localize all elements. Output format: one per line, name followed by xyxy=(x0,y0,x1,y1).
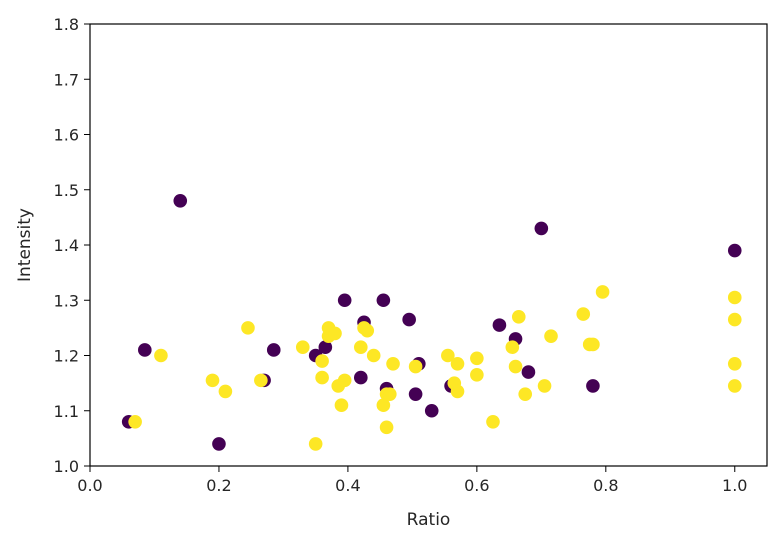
yellow-data-point xyxy=(254,373,268,388)
yellow-data-point xyxy=(241,321,255,335)
purple-data-point xyxy=(424,403,439,418)
yellow-data-point xyxy=(727,379,742,393)
yellow-data-point xyxy=(386,356,400,371)
x-axis-label: Ratio xyxy=(407,510,451,530)
y-tick-label: 1.0 xyxy=(54,457,79,476)
yellow-data-point xyxy=(470,368,484,382)
purple-data-point xyxy=(266,343,281,357)
purple-data-point xyxy=(534,221,549,236)
y-tick-label: 1.8 xyxy=(54,15,79,34)
yellow-data-point xyxy=(128,415,142,429)
purple-data-point xyxy=(402,312,416,327)
yellow-data-point xyxy=(205,373,220,388)
yellow-data-point xyxy=(354,340,368,355)
y-axis-ticks: 1.0 1.1 1.2 1.3 1.4 1.5 1.6 1.7 1.8 xyxy=(54,15,90,476)
x-tick-label: 1.0 xyxy=(722,476,747,495)
yellow-data-point xyxy=(315,370,329,385)
x-tick-label: 0.0 xyxy=(77,476,102,495)
yellow-data-point xyxy=(450,356,465,371)
y-tick-label: 1.3 xyxy=(54,291,79,310)
purple-data-point xyxy=(318,340,333,355)
yellow-data-point xyxy=(576,307,591,321)
purple-data-point xyxy=(212,437,226,451)
yellow-data-point xyxy=(315,354,329,368)
yellow-data-point xyxy=(544,329,558,343)
data-points xyxy=(121,194,742,451)
y-axis-label: Intensity xyxy=(15,208,35,282)
purple-data-point xyxy=(727,243,742,258)
purple-data-point xyxy=(173,194,188,208)
yellow-data-point xyxy=(408,359,423,374)
yellow-data-point xyxy=(379,420,394,435)
yellow-data-point xyxy=(586,337,600,352)
yellow-data-point xyxy=(376,398,391,413)
x-tick-label: 0.4 xyxy=(335,476,360,495)
yellow-data-point xyxy=(727,290,742,305)
yellow-data-point xyxy=(308,437,323,451)
yellow-data-point xyxy=(537,379,552,393)
yellow-data-point xyxy=(334,398,349,413)
yellow-data-point xyxy=(486,415,500,429)
y-tick-label: 1.6 xyxy=(54,126,79,145)
purple-data-point xyxy=(337,293,352,308)
x-tick-label: 0.8 xyxy=(593,476,618,495)
y-tick-label: 1.4 xyxy=(54,236,79,255)
yellow-data-point xyxy=(360,323,375,338)
y-tick-label: 1.5 xyxy=(54,181,79,200)
purple-data-point xyxy=(138,343,152,357)
x-tick-label: 0.2 xyxy=(206,476,231,495)
purple-data-point xyxy=(354,370,368,385)
purple-data-point xyxy=(408,387,423,401)
yellow-data-point xyxy=(154,348,168,363)
yellow-data-point xyxy=(505,340,520,355)
plot-frame xyxy=(89,23,768,467)
yellow-data-point xyxy=(508,359,523,374)
y-tick-label: 1.7 xyxy=(54,70,79,89)
purple-data-point xyxy=(586,379,600,393)
y-tick-label: 1.1 xyxy=(54,402,79,421)
yellow-data-point xyxy=(295,340,310,355)
yellow-data-point xyxy=(328,326,342,341)
yellow-data-point xyxy=(218,384,233,399)
x-axis-ticks: 0.0 0.2 0.4 0.6 0.8 1.0 xyxy=(77,466,747,495)
yellow-data-point xyxy=(470,351,484,366)
yellow-data-point xyxy=(511,310,526,324)
yellow-data-point xyxy=(518,387,533,401)
yellow-data-point xyxy=(337,373,352,388)
yellow-data-point xyxy=(441,348,455,363)
yellow-data-point xyxy=(366,348,381,363)
y-tick-label: 1.2 xyxy=(54,347,79,366)
purple-data-point xyxy=(492,318,507,332)
purple-data-point xyxy=(521,365,536,379)
purple-data-point xyxy=(376,293,391,308)
plot-area xyxy=(90,24,767,466)
yellow-data-point xyxy=(727,312,742,327)
x-tick-label: 0.6 xyxy=(464,476,489,495)
yellow-data-point xyxy=(450,384,465,399)
yellow-data-point xyxy=(727,356,742,371)
yellow-data-point xyxy=(383,387,397,401)
yellow-data-point xyxy=(595,285,610,299)
